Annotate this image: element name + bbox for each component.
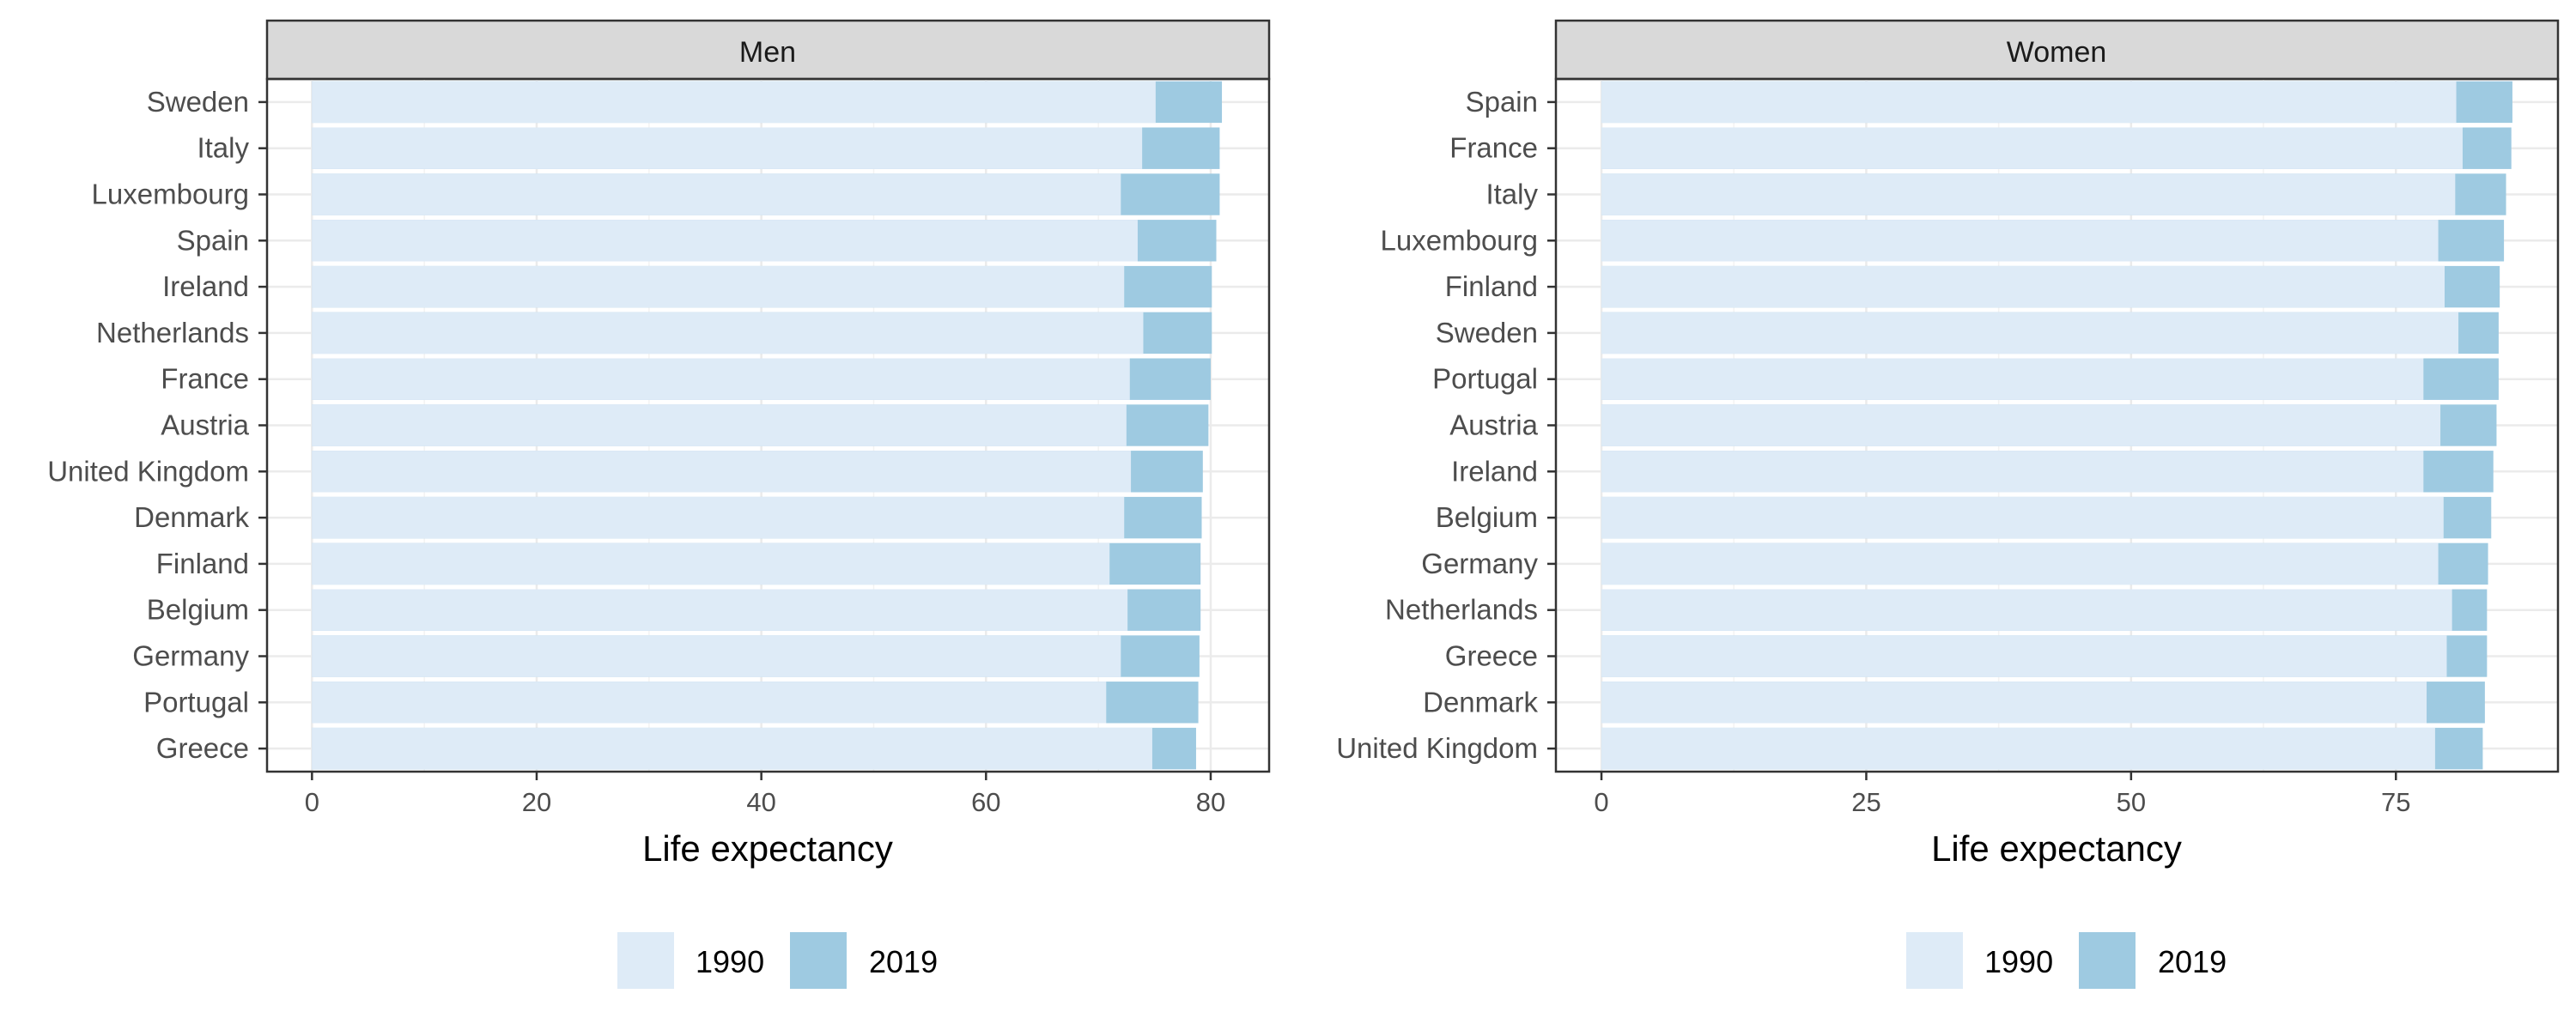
y-tick-label: United Kingdom bbox=[1336, 732, 1538, 764]
bar-france-1990 bbox=[1601, 127, 2463, 169]
bar-sweden-1990 bbox=[312, 81, 1156, 124]
bar-united-kingdom-1990 bbox=[312, 451, 1132, 493]
legend-label-2019: 2019 bbox=[869, 944, 938, 979]
x-tick-label: 40 bbox=[746, 787, 775, 817]
y-tick-label: Belgium bbox=[1436, 501, 1538, 533]
y-tick-label: Austria bbox=[161, 409, 249, 441]
legend-men: 1990 2019 bbox=[617, 932, 938, 989]
bar-netherlands-1990 bbox=[312, 312, 1144, 354]
y-tick-label: Luxembourg bbox=[92, 179, 249, 210]
bar-finland-1990 bbox=[1601, 265, 2445, 308]
bar-greece-1990 bbox=[1601, 635, 2447, 677]
bar-luxembourg-1990 bbox=[312, 173, 1121, 215]
bar-france-1990 bbox=[312, 358, 1130, 400]
legend-swatch-2019 bbox=[2079, 932, 2136, 989]
bar-ireland-1990 bbox=[1601, 451, 2424, 493]
y-tick-label: France bbox=[1449, 132, 1538, 164]
y-tick-label: Italy bbox=[1485, 179, 1538, 210]
x-axis-women: 0 25 50 75 bbox=[1594, 772, 2410, 817]
bar-italy-1990 bbox=[1601, 173, 2456, 215]
legend-swatch-1990 bbox=[1906, 932, 1963, 989]
y-tick-label: Greece bbox=[156, 732, 249, 764]
x-tick-label: 80 bbox=[1196, 787, 1225, 817]
bar-sweden-1990 bbox=[1601, 312, 2459, 354]
bar-germany-1990 bbox=[1601, 542, 2439, 585]
bar-austria-1990 bbox=[312, 404, 1127, 446]
y-tick-label: Sweden bbox=[1436, 317, 1538, 348]
bar-portugal-1990 bbox=[312, 682, 1107, 724]
bar-spain-1990 bbox=[312, 220, 1138, 262]
x-tick-label: 60 bbox=[971, 787, 1000, 817]
strip-men bbox=[265, 19, 1271, 81]
strip-title-men: Men bbox=[739, 36, 796, 69]
bar-austria-1990 bbox=[1601, 404, 2441, 446]
bar-luxembourg-1990 bbox=[1601, 220, 2439, 262]
legend-swatch-1990 bbox=[617, 932, 674, 989]
y-tick-label: Italy bbox=[197, 132, 249, 164]
y-axis-women: Spain France Italy Luxembourg Finland Sweden P… bbox=[1336, 86, 1556, 764]
y-axis-men: Sweden Italy Luxembourg Spain Ireland Netherl… bbox=[47, 86, 267, 764]
y-tick-label: Netherlands bbox=[96, 317, 249, 348]
bar-united-kingdom-1990 bbox=[1601, 727, 2435, 770]
x-tick-label: 0 bbox=[1594, 787, 1608, 817]
bar-belgium-1990 bbox=[312, 589, 1128, 631]
x-tick-label: 50 bbox=[2117, 787, 2146, 817]
y-tick-label: Portugal bbox=[143, 686, 249, 718]
strip-title-women: Women bbox=[2007, 36, 2107, 69]
y-tick-label: Ireland bbox=[162, 270, 249, 302]
y-tick-label: Ireland bbox=[1451, 455, 1538, 487]
y-tick-label: Belgium bbox=[147, 594, 249, 626]
bar-germany-1990 bbox=[312, 635, 1121, 677]
bar-netherlands-1990 bbox=[1601, 589, 2452, 631]
y-tick-label: Finland bbox=[156, 548, 249, 579]
y-tick-label: Austria bbox=[1449, 409, 1538, 441]
bar-portugal-1990 bbox=[1601, 358, 2424, 400]
legend-label-1990: 1990 bbox=[1984, 944, 2053, 979]
bars-women bbox=[1601, 81, 2512, 770]
bar-finland-1990 bbox=[312, 542, 1110, 585]
y-tick-label: Spain bbox=[1466, 86, 1538, 118]
legend-label-1990: 1990 bbox=[696, 944, 764, 979]
x-axis-title-women: Life expectancy bbox=[1931, 828, 2182, 869]
y-tick-label: Spain bbox=[177, 224, 249, 256]
bar-belgium-1990 bbox=[1601, 496, 2444, 539]
legend-label-2019: 2019 bbox=[2158, 944, 2227, 979]
y-tick-label: Sweden bbox=[147, 86, 249, 118]
bar-spain-1990 bbox=[1601, 81, 2457, 124]
x-tick-label: 25 bbox=[1851, 787, 1880, 817]
y-tick-label: France bbox=[161, 363, 249, 395]
bar-italy-1990 bbox=[312, 127, 1143, 169]
legend-swatch-2019 bbox=[790, 932, 847, 989]
bar-ireland-1990 bbox=[312, 265, 1125, 308]
x-axis-title-men: Life expectancy bbox=[642, 828, 893, 869]
y-tick-label: Germany bbox=[132, 640, 249, 672]
y-tick-label: Germany bbox=[1421, 548, 1538, 579]
bar-greece-1990 bbox=[312, 727, 1152, 770]
y-tick-label: United Kingdom bbox=[47, 455, 249, 487]
bar-denmark-1990 bbox=[1601, 682, 2427, 724]
y-tick-label: Luxembourg bbox=[1381, 224, 1538, 256]
y-tick-label: Portugal bbox=[1432, 363, 1538, 395]
x-tick-label: 75 bbox=[2381, 787, 2410, 817]
x-tick-label: 20 bbox=[522, 787, 551, 817]
panel-women: Women SpainFranceItalyLuxembourgFinlandS… bbox=[1336, 19, 2560, 989]
y-tick-label: Denmark bbox=[1423, 686, 1538, 718]
x-tick-label: 0 bbox=[305, 787, 319, 817]
y-tick-label: Greece bbox=[1445, 640, 1538, 672]
y-tick-label: Finland bbox=[1445, 270, 1538, 302]
bar-denmark-1990 bbox=[312, 496, 1125, 539]
panel-men: Men Sweden Italy Luxembourg Spain Ireland Net… bbox=[47, 19, 1271, 989]
legend-women: 1990 2019 bbox=[1906, 932, 2227, 989]
y-tick-label: Netherlands bbox=[1385, 594, 1538, 626]
x-axis-men: 0 20 40 60 80 bbox=[305, 772, 1225, 817]
y-tick-label: Denmark bbox=[134, 501, 249, 533]
bars-men bbox=[312, 81, 1223, 770]
